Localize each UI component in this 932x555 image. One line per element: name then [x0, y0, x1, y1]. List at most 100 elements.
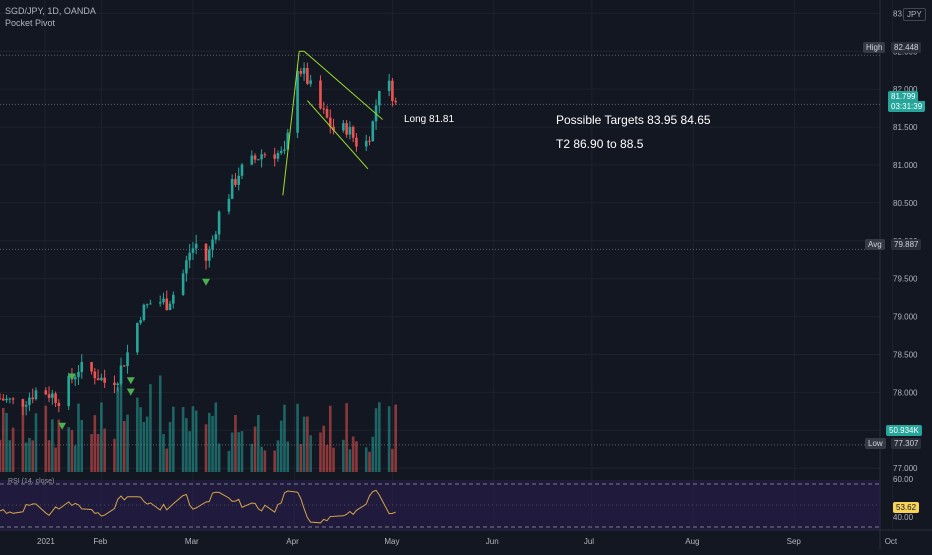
candle-body — [217, 211, 221, 235]
volume-bar — [77, 403, 80, 472]
long-annotation: Long 81.81 — [404, 114, 455, 125]
candle-body — [136, 322, 139, 353]
candle-body — [31, 397, 34, 400]
volume-bar — [145, 416, 149, 472]
volume-bar — [8, 440, 12, 472]
candle-body — [355, 137, 358, 147]
candle-body — [100, 377, 103, 381]
last-price-tag: 81.799 — [888, 91, 919, 102]
pocket-pivot-marker — [126, 377, 135, 385]
volume-bar — [253, 426, 257, 472]
candle-body — [237, 175, 241, 185]
volume-bar — [319, 432, 322, 472]
candle-body — [348, 126, 352, 135]
volume-bar — [348, 449, 352, 472]
volume-bar — [214, 402, 218, 472]
candle-body — [165, 298, 169, 311]
y-tick-label: 81.000 — [893, 161, 918, 170]
x-tick-label: Mar — [185, 537, 199, 546]
candle-body — [194, 243, 198, 249]
volume-bar — [28, 437, 31, 472]
volume-bar — [70, 430, 74, 472]
candle-body — [122, 365, 126, 367]
volume-bar — [139, 407, 142, 472]
candle-body — [368, 140, 371, 142]
volume-bar — [283, 404, 286, 472]
candle-body — [168, 303, 172, 311]
y-tick-label: 77.000 — [893, 464, 918, 473]
volume-bar — [371, 436, 375, 472]
volume-bar — [1, 408, 5, 472]
candle-body — [286, 132, 290, 150]
volume-bar — [11, 427, 15, 472]
volume-bar — [211, 415, 214, 472]
candle-body — [1, 398, 5, 401]
candle-body — [214, 234, 218, 240]
candle-body — [260, 154, 263, 160]
candle-body — [8, 398, 12, 400]
candle-body — [394, 100, 397, 103]
volume-bar — [364, 447, 368, 472]
candle-body — [67, 375, 70, 407]
candle-body — [257, 159, 260, 161]
candle-body — [263, 154, 267, 156]
volume-bar — [96, 434, 100, 472]
volume-bar — [374, 408, 378, 472]
volume-bar — [185, 418, 188, 472]
volume-bar — [57, 419, 61, 472]
currency-badge[interactable]: JPY — [903, 8, 926, 21]
volume-bar — [142, 421, 146, 472]
volume-bar — [165, 448, 169, 472]
y-tick-label: 79.500 — [893, 275, 918, 284]
y-tick-label: 80.500 — [893, 199, 918, 208]
x-tick-label: Apr — [286, 537, 299, 546]
candle-body — [93, 371, 97, 379]
volume-bar — [34, 413, 38, 472]
volume-bar — [351, 436, 355, 472]
volume-bar — [158, 375, 162, 472]
volume-bar — [122, 420, 126, 472]
indicator-label: Pocket Pivot — [5, 18, 56, 28]
candle-body — [328, 117, 332, 127]
rsi-line — [0, 489, 396, 524]
low-value: 77.307 — [891, 438, 922, 449]
candle-body — [276, 152, 280, 159]
candle-body — [5, 398, 8, 401]
volume-bar — [113, 438, 116, 472]
rsi-tick-label: 40.00 — [893, 513, 914, 522]
volume-bar — [181, 407, 185, 472]
candle-body — [253, 155, 257, 160]
candle-body — [162, 298, 165, 303]
flag-upper-line — [303, 50, 383, 120]
volume-bar — [217, 443, 221, 472]
volume-bar — [322, 425, 326, 472]
candle-body — [306, 68, 309, 84]
trendline-pole — [282, 51, 300, 196]
candle-body — [227, 198, 231, 212]
volume-bar — [0, 439, 2, 472]
candle-body — [24, 405, 28, 407]
volume-bar — [162, 434, 165, 472]
candle-body — [77, 371, 80, 378]
candle-body — [279, 150, 283, 153]
volume-bar — [237, 432, 241, 472]
candle-body — [126, 352, 129, 367]
volume-bar — [73, 445, 77, 472]
volume-bar — [67, 427, 70, 472]
candle-body — [142, 304, 146, 321]
volume-bar — [204, 424, 208, 472]
candle-body — [51, 393, 54, 398]
candle-body — [145, 304, 149, 306]
candle-body — [73, 377, 77, 380]
candle-body — [188, 252, 191, 261]
candle-body — [103, 377, 106, 383]
volume-bar — [276, 440, 280, 472]
candle-body — [273, 154, 276, 159]
volume-bar — [21, 403, 25, 472]
x-tick-label: Sep — [787, 537, 802, 546]
x-tick-label: Aug — [685, 537, 699, 546]
x-tick-label: 2021 — [37, 537, 55, 546]
x-tick-label: Jun — [486, 537, 499, 546]
